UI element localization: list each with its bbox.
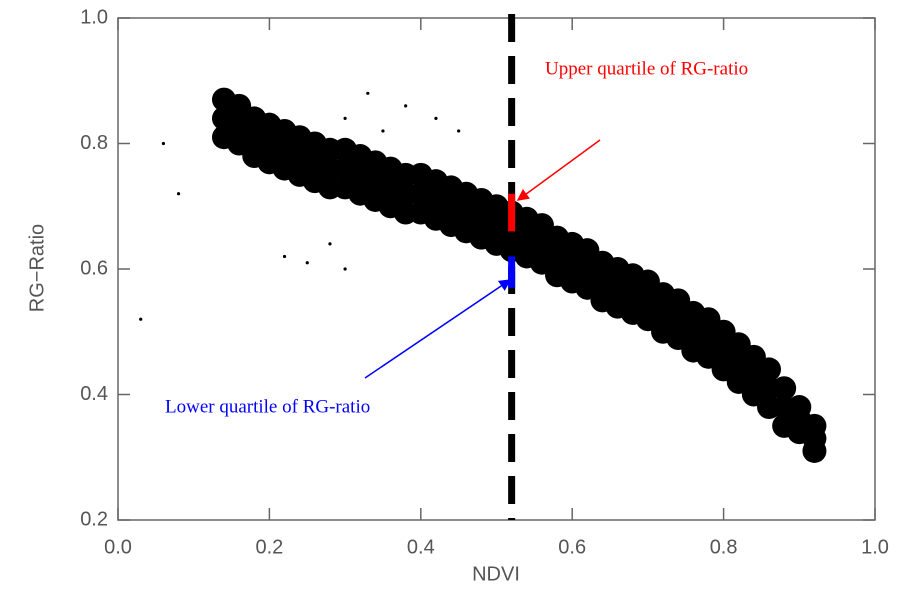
point: [282, 254, 287, 259]
y-tick-label: 0.2: [80, 508, 108, 530]
point: [434, 116, 438, 120]
y-tick-label: 1.0: [80, 6, 108, 28]
y-tick-label: 0.8: [80, 132, 108, 154]
point: [176, 192, 181, 196]
point: [787, 395, 812, 420]
y-axis-title: RG−Ratio: [26, 224, 48, 312]
point: [305, 261, 309, 265]
y-tick-label: 0.4: [80, 383, 108, 405]
point: [802, 438, 827, 463]
point: [381, 129, 385, 133]
x-tick-label: 0.0: [104, 536, 132, 558]
point: [161, 141, 166, 146]
annotation-text: Upper quartile of RG-ratio: [545, 58, 748, 79]
point: [139, 317, 143, 321]
point: [343, 116, 347, 120]
point: [366, 91, 370, 95]
x-axis-title: NDVI: [472, 563, 520, 585]
point: [404, 104, 408, 108]
point: [757, 357, 782, 382]
point: [328, 242, 332, 246]
point: [343, 267, 347, 271]
point: [772, 376, 797, 401]
annotation-arrow: [516, 139, 601, 201]
x-tick-label: 0.4: [407, 536, 435, 558]
point: [757, 395, 782, 420]
x-tick-label: 0.2: [255, 536, 283, 558]
annotation-text: Lower quartile of RG-ratio: [165, 396, 370, 417]
annotation-arrow: [364, 279, 512, 379]
x-tick-label: 1.0: [861, 536, 889, 558]
point: [457, 129, 461, 133]
x-tick-label: 0.8: [710, 536, 738, 558]
point: [787, 420, 812, 445]
y-tick-label: 0.6: [80, 257, 108, 279]
x-tick-label: 0.6: [558, 536, 586, 558]
